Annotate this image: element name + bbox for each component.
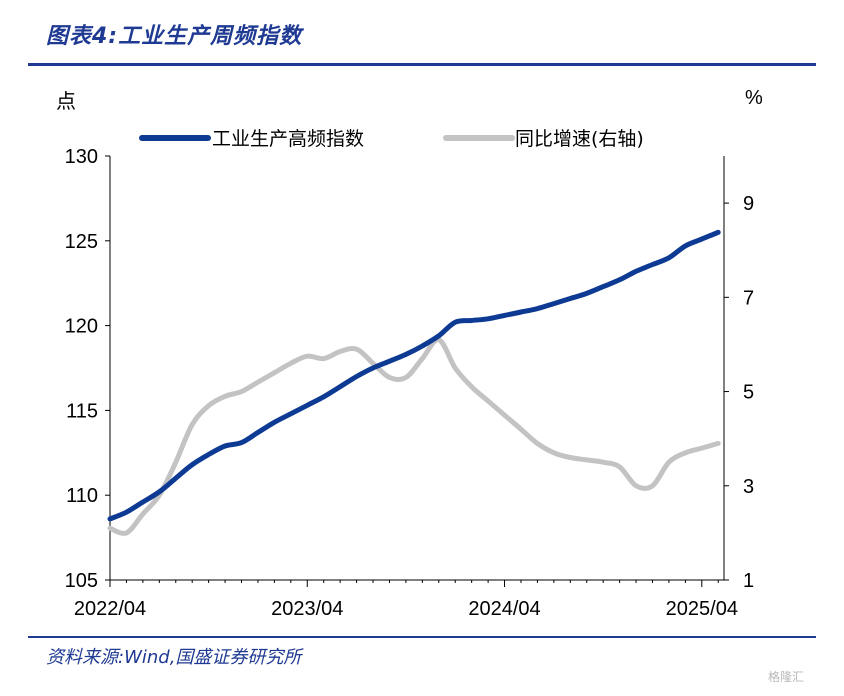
right-axis-label: % [745, 87, 763, 109]
left-axis-tick-label: 130 [65, 146, 98, 168]
right-axis-tick-label: 1 [743, 570, 754, 592]
legend: 工业生产高频指数 同比增速(右轴) [139, 128, 644, 150]
legend-label-index: 工业生产高频指数 [212, 128, 364, 150]
right-axis-tick-label: 9 [743, 193, 754, 215]
x-axis-tick-label: 2024/04 [468, 598, 540, 620]
left-axis-label: 点 [56, 90, 76, 113]
series-layer [107, 229, 721, 536]
bottom-rule [28, 636, 816, 638]
legend-label-yoy: 同比增速(右轴) [515, 128, 644, 150]
axes: 105 110 115 120 125 130 1 3 5 7 9 2022/04 2023/04 202… [65, 146, 755, 620]
top-rule [28, 63, 816, 66]
figure-title: 图表4:工业生产周频指数 [46, 24, 303, 49]
x-axis-tick-label: 2023/04 [271, 598, 343, 620]
right-axis-tick-label: 3 [743, 476, 754, 498]
left-axis-tick-label: 115 [66, 400, 98, 422]
left-axis-tick-label: 120 [65, 316, 98, 338]
left-axis-tick-label: 125 [65, 231, 98, 253]
left-axis-tick-label: 105 [65, 570, 98, 592]
series-line-index [107, 229, 721, 522]
series-line-yoy [107, 337, 721, 536]
x-axis-tick-label: 2022/04 [74, 598, 146, 620]
source-note: 资料来源:Wind,国盛证券研究所 [46, 647, 302, 668]
right-axis-tick-label: 5 [743, 382, 754, 404]
left-axis-tick-label: 110 [66, 485, 98, 507]
watermark: 格隆汇 [768, 670, 805, 684]
right-axis-tick-label: 7 [743, 287, 754, 309]
x-axis-tick-label: 2025/04 [666, 598, 738, 620]
